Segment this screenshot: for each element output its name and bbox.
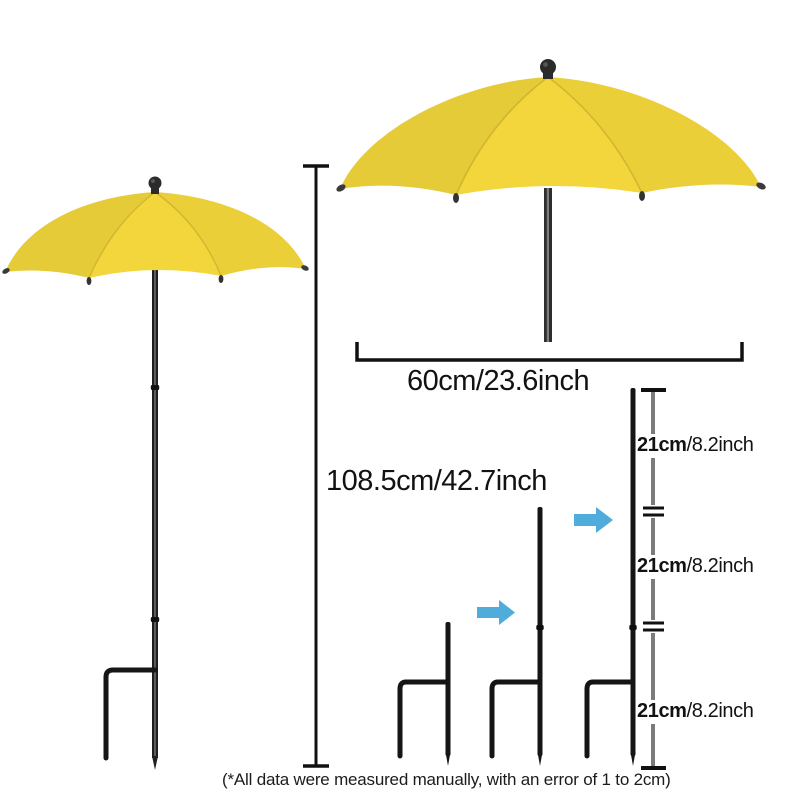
canopy-shade-left-panel xyxy=(5,192,155,278)
rib-tip-cap xyxy=(218,275,224,283)
canopy-rib-seam xyxy=(455,76,549,196)
rib-tip-cap xyxy=(336,184,346,192)
left-umbrella-canopy xyxy=(2,176,309,285)
stake-small xyxy=(397,622,451,766)
right-umbrella xyxy=(336,59,766,342)
rib-tip-cap xyxy=(301,265,309,271)
segment-measurement-label-2: 21cm/8.2inch xyxy=(637,555,756,579)
height-measure-line xyxy=(303,164,329,768)
canopy-fabric xyxy=(340,77,761,195)
height-measurement-label: 108.5cm/42.7inch xyxy=(326,465,547,497)
rib-tip-cap xyxy=(453,193,459,203)
left-umbrella-ground-stake xyxy=(103,667,158,761)
rib-tip-cap xyxy=(2,268,10,274)
left-umbrella-pole xyxy=(150,268,160,770)
width-measure-bracket xyxy=(355,342,744,362)
canopy-rib-seam xyxy=(154,191,222,277)
right-umbrella-pole xyxy=(544,188,552,342)
canopy-fabric xyxy=(5,192,306,278)
rib-tip-cap xyxy=(86,277,92,285)
stake-tall xyxy=(584,388,637,766)
width-measurement-label: 60cm/23.6inch xyxy=(407,365,590,397)
stake-medium xyxy=(489,507,544,766)
segment-measurement-label-3: 21cm/8.2inch xyxy=(637,700,756,724)
finial-knob xyxy=(540,59,556,79)
arrow-right-icon xyxy=(574,507,613,533)
measurement-disclaimer: (*All data were measured manually, with … xyxy=(222,770,671,789)
canopy-rib-seam xyxy=(88,191,156,279)
canopy-shade-left-panel xyxy=(340,77,548,195)
right-umbrella-canopy xyxy=(336,59,766,203)
left-umbrella xyxy=(2,176,309,770)
rib-tip-cap xyxy=(756,182,766,190)
arrow-right-icon xyxy=(477,600,515,625)
rib-tip-cap xyxy=(639,191,645,201)
canopy-rib-seam xyxy=(547,76,643,194)
segment-measurement-label-1: 21cm/8.2inch xyxy=(637,434,756,458)
finial-knob xyxy=(148,176,162,194)
